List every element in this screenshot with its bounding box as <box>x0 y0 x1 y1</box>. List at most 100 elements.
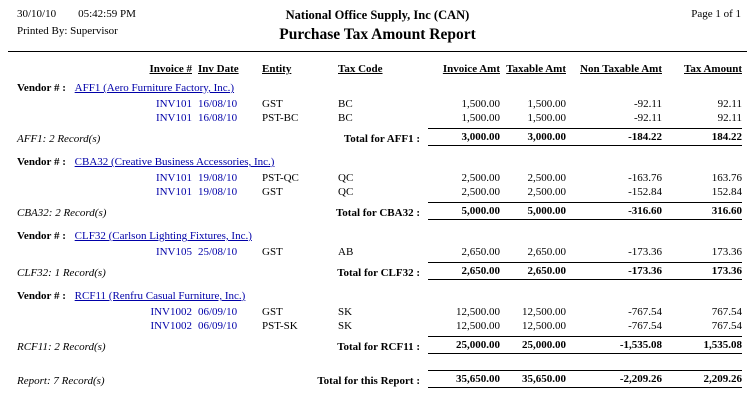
invoice-number: INV101 <box>155 172 192 184</box>
vendor-row: Vendor # : AFF1 (Aero Furniture Factory,… <box>10 81 742 95</box>
invoice-amt-value: 2,500.00 <box>461 172 501 184</box>
group-total-left: RCF11: 2 Record(s) Total for RCF11 : <box>10 336 428 354</box>
spacer-cell <box>10 97 118 111</box>
report-time: 05:42:59 PM <box>78 8 136 20</box>
report-record-count: Report: 7 Record(s) <box>17 375 105 387</box>
vendor-label: Vendor # : <box>17 156 66 168</box>
tax-code-value: QC <box>338 186 354 198</box>
header-center: National Office Supply, Inc (CAN) Purcha… <box>279 8 476 44</box>
col-entity: Entity <box>262 63 292 75</box>
total-non-taxable-amt: -1,535.08 <box>566 336 662 354</box>
record-count: CLF32: 1 Record(s) <box>17 267 106 279</box>
entity-value: GST <box>262 98 283 110</box>
non-taxable-amt-value: -92.11 <box>633 98 662 110</box>
group-total-label: Total for RCF11 : <box>337 341 420 353</box>
vendor-label: Vendor # : <box>17 290 66 302</box>
taxable-amt-value: 12,500.00 <box>522 306 566 318</box>
invoice-number: INV105 <box>155 246 192 258</box>
invoice-date: 19/08/10 <box>198 172 238 184</box>
group-total-label: Total for CLF32 : <box>337 267 420 279</box>
taxable-amt-value: 12,500.00 <box>522 320 566 332</box>
total-invoice-amt: 2,650.00 <box>428 262 500 280</box>
group-total-row: CBA32: 2 Record(s) Total for CBA32 : 5,0… <box>10 202 742 220</box>
invoice-row: INV105 25/08/10 GST AB 2,650.00 2,650.00… <box>10 245 742 259</box>
entity-value: PST-QC <box>262 172 299 184</box>
total-tax-amount: 1,535.08 <box>662 336 742 354</box>
non-taxable-amt-value: -767.54 <box>628 306 662 318</box>
col-taxable-amt: Taxable Amt <box>506 63 566 75</box>
datetime-row: 30/10/10 05:42:59 PM <box>10 8 279 20</box>
report-title: Purchase Tax Amount Report <box>279 26 476 43</box>
spacer-cell <box>10 319 118 333</box>
spacer-cell <box>10 171 118 185</box>
total-taxable-amt: 2,650.00 <box>500 262 566 280</box>
report-total-non-taxable-amt: -2,209.26 <box>566 370 662 388</box>
company-name: National Office Supply, Inc (CAN) <box>285 8 470 22</box>
tax-code-value: SK <box>338 320 353 332</box>
entity-value: GST <box>262 186 283 198</box>
header-left: 30/10/10 05:42:59 PM Printed By: Supervi… <box>10 8 279 37</box>
vendor-label: Vendor # : <box>17 82 66 94</box>
total-tax-amount: 173.36 <box>662 262 742 280</box>
invoice-row: INV101 16/08/10 GST BC 1,500.00 1,500.00… <box>10 97 742 111</box>
spacer-cell <box>10 111 118 125</box>
invoice-amt-value: 1,500.00 <box>461 112 501 124</box>
report-date: 30/10/10 <box>17 8 57 20</box>
group-total-row: RCF11: 2 Record(s) Total for RCF11 : 25,… <box>10 336 742 354</box>
group-total-row: AFF1: 2 Record(s) Total for AFF1 : 3,000… <box>10 128 742 146</box>
invoice-number: INV1002 <box>150 320 192 332</box>
vendor-link[interactable]: AFF1 (Aero Furniture Factory, Inc.) <box>74 82 235 94</box>
printed-by: Printed By: Supervisor <box>17 25 118 37</box>
entity-value: GST <box>262 306 283 318</box>
non-taxable-amt-value: -767.54 <box>628 320 662 332</box>
col-tax-code: Tax Code <box>338 63 383 75</box>
report-total-label: Total for this Report : <box>317 375 420 387</box>
tax-code-value: SK <box>338 306 353 318</box>
tax-amount-value: 152.84 <box>711 186 742 198</box>
vendor-group-rcf11: Vendor # : RCF11 (Renfru Casual Furnitur… <box>10 289 742 354</box>
column-header-row: Invoice # Inv Date Entity Tax Code Invoi… <box>10 61 742 77</box>
invoice-number: INV1002 <box>150 306 192 318</box>
tax-amount-value: 173.36 <box>711 246 742 258</box>
tax-amount-value: 163.76 <box>711 172 742 184</box>
tax-amount-value: 767.54 <box>711 306 742 318</box>
total-invoice-amt: 5,000.00 <box>428 202 500 220</box>
group-total-left: CBA32: 2 Record(s) Total for CBA32 : <box>10 202 428 220</box>
col-invoice-amt: Invoice Amt <box>442 63 500 75</box>
invoice-amt-value: 12,500.00 <box>456 306 500 318</box>
invoice-date: 16/08/10 <box>198 98 238 110</box>
report-total-tax-amount: 2,209.26 <box>662 370 742 388</box>
invoice-number: INV101 <box>155 186 192 198</box>
total-non-taxable-amt: -173.36 <box>566 262 662 280</box>
invoice-date: 19/08/10 <box>198 186 238 198</box>
vendor-group-clf32: Vendor # : CLF32 (Carlson Lighting Fixtu… <box>10 229 742 280</box>
tax-amount-value: 92.11 <box>717 98 742 110</box>
header-divider <box>8 51 747 52</box>
col-non-taxable-amt: Non Taxable Amt <box>580 63 662 75</box>
non-taxable-amt-value: -92.11 <box>633 112 662 124</box>
spacer-cell <box>10 245 118 259</box>
record-count: RCF11: 2 Record(s) <box>17 341 106 353</box>
vendor-group-cba32: Vendor # : CBA32 (Creative Business Acce… <box>10 155 742 220</box>
entity-value: PST-SK <box>262 320 298 332</box>
invoice-date: 16/08/10 <box>198 112 238 124</box>
col-tax-amount: Tax Amount <box>684 63 742 75</box>
vendor-group-aff1: Vendor # : AFF1 (Aero Furniture Factory,… <box>10 81 742 146</box>
tax-code-value: AB <box>338 246 354 258</box>
group-total-label: Total for AFF1 : <box>343 133 420 145</box>
entity-value: GST <box>262 246 283 258</box>
vendor-link[interactable]: CBA32 (Creative Business Accessories, In… <box>74 156 275 168</box>
total-taxable-amt: 5,000.00 <box>500 202 566 220</box>
invoice-amt-value: 2,650.00 <box>461 246 501 258</box>
col-invoice: Invoice # <box>149 63 192 75</box>
invoice-date: 06/09/10 <box>198 320 238 332</box>
tax-amount-value: 767.54 <box>711 320 742 332</box>
total-tax-amount: 316.60 <box>662 202 742 220</box>
group-total-left: CLF32: 1 Record(s) Total for CLF32 : <box>10 262 428 280</box>
taxable-amt-value: 2,500.00 <box>527 172 567 184</box>
entity-value: PST-BC <box>262 112 299 124</box>
vendor-link[interactable]: CLF32 (Carlson Lighting Fixtures, Inc.) <box>74 230 252 242</box>
invoice-row: INV1002 06/09/10 PST-SK SK 12,500.00 12,… <box>10 319 742 333</box>
vendor-link[interactable]: RCF11 (Renfru Casual Furniture, Inc.) <box>74 290 246 302</box>
